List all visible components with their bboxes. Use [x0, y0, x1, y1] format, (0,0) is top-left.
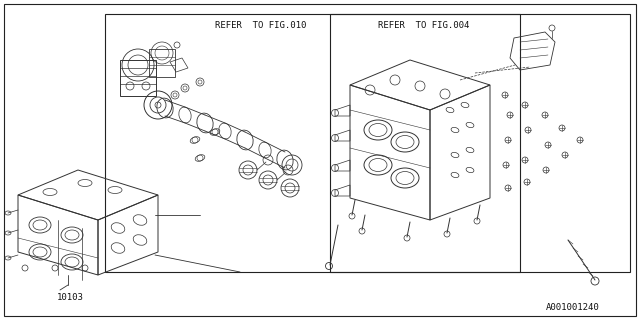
- Text: A001001240: A001001240: [546, 303, 600, 312]
- Text: 10103: 10103: [57, 293, 84, 302]
- Text: REFER  TO FIG.004: REFER TO FIG.004: [378, 21, 469, 30]
- Bar: [105, 14, 520, 272]
- Bar: [330, 14, 630, 272]
- Text: REFER  TO FIG.010: REFER TO FIG.010: [215, 21, 307, 30]
